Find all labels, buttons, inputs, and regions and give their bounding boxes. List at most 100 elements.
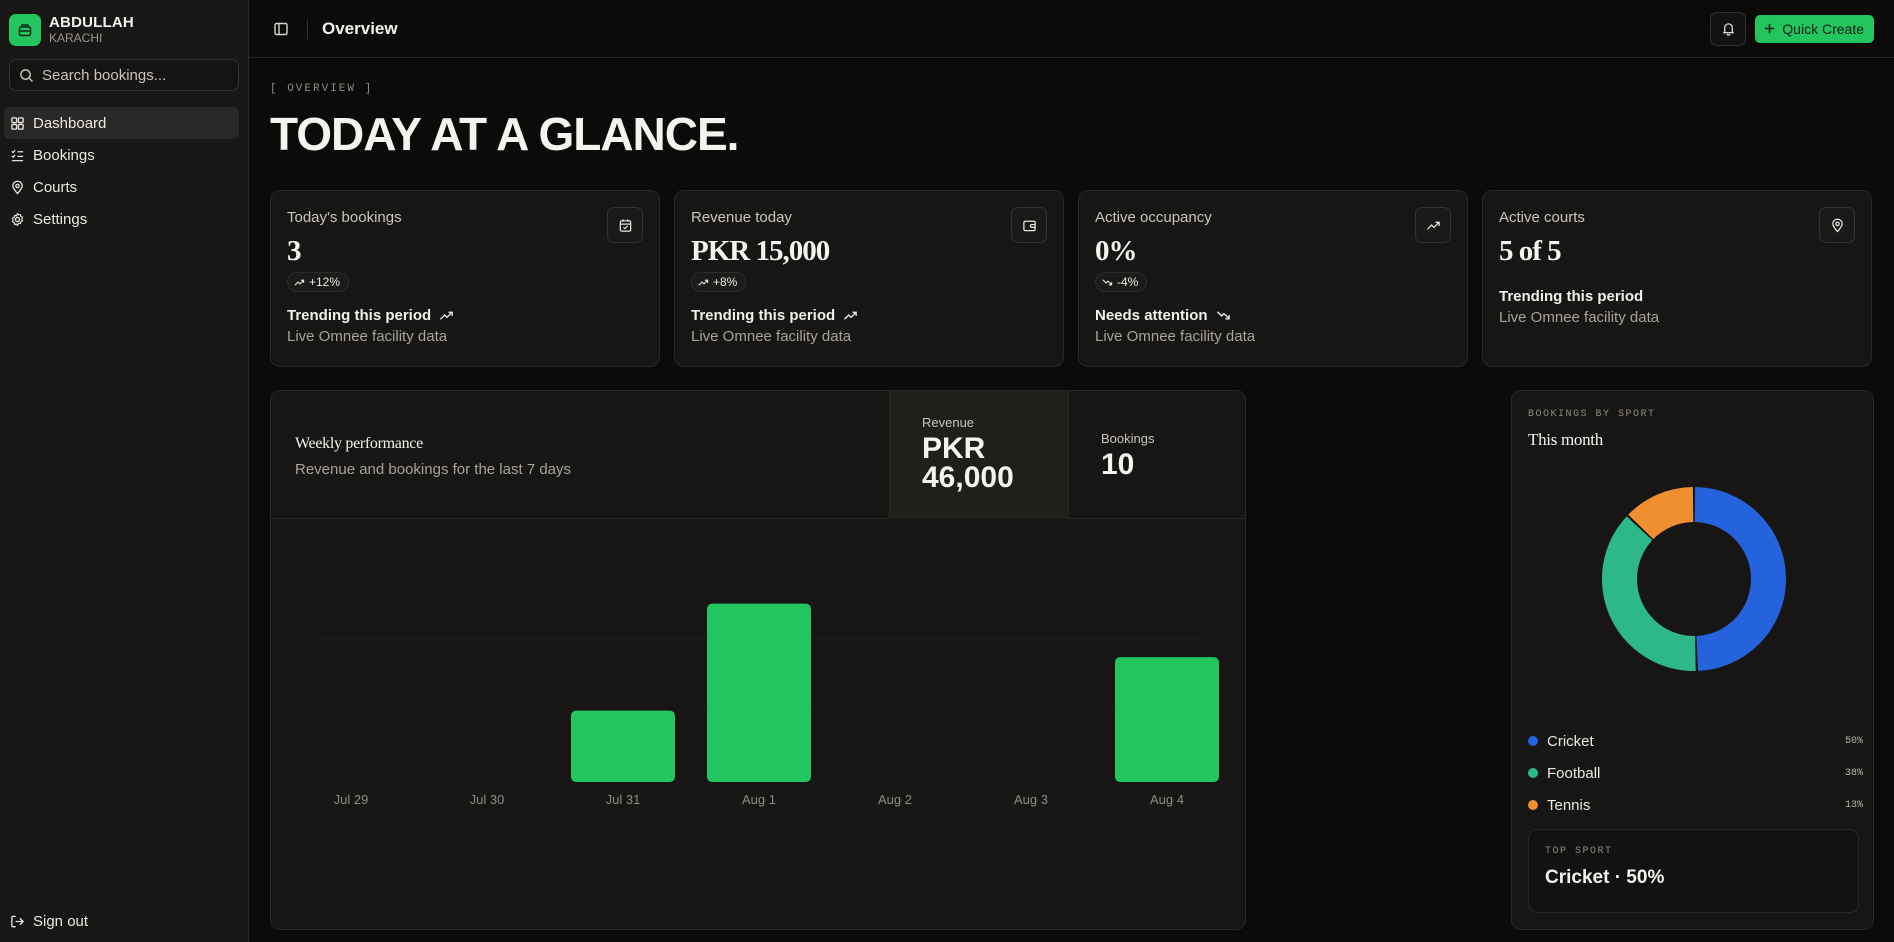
list-check-icon	[11, 149, 24, 161]
stat-value: 5 of 5	[1499, 235, 1562, 267]
topbar-divider	[307, 18, 308, 39]
x-tick-label: Aug 4	[1150, 792, 1184, 807]
legend-percent: 38%	[1844, 767, 1863, 779]
weekly-bar-chart: Jul 29 Jul 30 Jul 31 Aug 1 Aug 2 Aug 3 Aug 4	[313, 567, 1219, 807]
sidebar-item-dashboard[interactable]: Dashboard	[4, 107, 239, 139]
bookings-metric-tab[interactable]: Bookings 10	[1101, 431, 1155, 481]
stat-change-value: +12%	[309, 275, 341, 289]
quick-create-label: Quick Create	[1782, 20, 1864, 37]
stat-trend-sub: Live Omnee facility data	[691, 327, 852, 345]
legend-item-tennis: Tennis 13%	[1528, 789, 1863, 821]
sidebar-item-label: Courts	[33, 178, 78, 196]
stat-value: PKR 15,000	[691, 235, 830, 267]
stat-trend-sub: Live Omnee facility data	[1095, 327, 1256, 345]
search-input[interactable]	[42, 66, 222, 84]
bar[interactable]	[707, 603, 811, 782]
bookings-by-sport-card: BOOKINGS BY SPORT This month Cricket 50%…	[1511, 390, 1874, 930]
trend-down-icon	[1102, 278, 1113, 285]
stat-card-courts: Active courts 5 of 5 Trending this perio…	[1482, 190, 1872, 367]
legend-percent: 50%	[1844, 735, 1863, 747]
page-title: Overview	[322, 18, 398, 38]
top-sport-box: TOP SPORT Cricket · 50%	[1528, 829, 1859, 913]
stat-icon-box	[1415, 207, 1451, 243]
weekly-title: Weekly performance	[295, 435, 423, 452]
trend-up-icon	[440, 311, 453, 320]
legend-name: Football	[1547, 764, 1601, 782]
stat-label: Revenue today	[691, 209, 792, 226]
stat-change-value: -4%	[1117, 275, 1139, 289]
page-headline: TODAY AT A GLANCE.	[270, 108, 739, 160]
stat-value: 0%	[1095, 235, 1138, 267]
stat-change-badge: -4%	[1095, 272, 1148, 292]
stat-trend-sub: Live Omnee facility data	[1499, 309, 1660, 326]
stats-row: Today's bookings 3 +12% Trending this pe…	[270, 190, 1872, 367]
top-sport-label: TOP SPORT	[1545, 846, 1613, 857]
sidebar: ABDULLAH KARACHI Dashboard	[0, 0, 249, 942]
stat-trend-label: Trending this period	[287, 306, 432, 324]
legend-name: Tennis	[1547, 796, 1591, 814]
sport-donut-chart	[1602, 487, 1786, 671]
revenue-metric-amount: 46,000	[922, 461, 1014, 494]
trend-down-icon	[1216, 310, 1230, 319]
sidebar-toggle-icon	[274, 22, 288, 35]
sign-out-label: Sign out	[33, 913, 89, 930]
weekly-header: Weekly performance Revenue and bookings …	[271, 391, 1245, 519]
main-area: Overview Quick Create [ OVERVIEW ] TODAY…	[249, 0, 1894, 942]
revenue-metric-label: Revenue	[922, 415, 975, 430]
stat-change-value: +8%	[713, 275, 738, 289]
sport-eyebrow: BOOKINGS BY SPORT	[1528, 409, 1656, 420]
legend-dot	[1528, 768, 1538, 778]
gear-icon	[11, 212, 24, 226]
legend-dot	[1528, 736, 1538, 746]
donut-slice-cricket[interactable]	[1694, 487, 1786, 671]
stat-trend-label: Trending this period	[1499, 288, 1644, 305]
x-tick-label: Aug 1	[742, 792, 776, 807]
bar[interactable]	[571, 710, 675, 782]
grid-icon	[11, 116, 24, 130]
brand-logo	[9, 13, 41, 46]
stat-label: Active courts	[1499, 209, 1585, 226]
revenue-metric-tab[interactable]: Revenue PKR 46,000	[889, 391, 1069, 519]
notifications-button[interactable]	[1710, 11, 1747, 46]
stat-trend: Needs attention	[1095, 307, 1451, 324]
x-tick-label: Aug 3	[1014, 792, 1048, 807]
top-bar: Overview Quick Create	[249, 0, 1894, 58]
stat-value: 3	[287, 235, 302, 267]
stat-trend: Trending this period	[287, 307, 643, 324]
stat-trend: Trending this period	[691, 307, 1047, 324]
map-pin-icon	[1831, 218, 1843, 233]
sidebar-item-settings[interactable]: Settings	[4, 203, 239, 235]
revenue-metric-currency: PKR	[922, 432, 986, 465]
weekly-performance-card: Weekly performance Revenue and bookings …	[270, 390, 1246, 930]
stat-icon-box	[607, 207, 643, 243]
x-tick-label: Jul 30	[470, 792, 505, 807]
stat-label: Active occupancy	[1095, 209, 1212, 226]
stat-change-badge: +12%	[287, 272, 350, 292]
x-tick-label: Jul 31	[606, 792, 641, 807]
sport-period-title: This month	[1528, 430, 1603, 449]
sidebar-item-courts[interactable]: Courts	[4, 171, 239, 203]
search-icon	[20, 68, 33, 82]
brand-name: ABDULLAH	[49, 14, 134, 31]
stat-icon-box	[1011, 207, 1047, 243]
donut-slice-tennis[interactable]	[1628, 487, 1694, 540]
bookings-metric-value: 10	[1101, 448, 1135, 481]
search-box[interactable]	[9, 59, 239, 91]
stat-trend-sub: Live Omnee facility data	[287, 327, 448, 345]
stat-trend-label: Trending this period	[691, 306, 836, 324]
quick-create-button[interactable]: Quick Create	[1755, 14, 1874, 43]
trend-up-icon	[294, 279, 305, 286]
sport-legend: Cricket 50% Football 38% Tennis 13%	[1528, 725, 1863, 821]
trend-up-icon	[844, 311, 857, 320]
sidebar-toggle-button[interactable]	[269, 17, 293, 41]
weekly-subtitle: Revenue and bookings for the last 7 days	[295, 461, 572, 478]
bar[interactable]	[1115, 657, 1219, 782]
wallet-icon	[1022, 220, 1036, 231]
sidebar-item-label: Bookings	[33, 146, 95, 164]
brand[interactable]: ABDULLAH KARACHI	[0, 0, 248, 50]
sign-out-button[interactable]: Sign out	[10, 913, 88, 930]
stat-label: Today's bookings	[287, 209, 402, 226]
sidebar-item-bookings[interactable]: Bookings	[4, 139, 239, 171]
bookings-metric-label: Bookings	[1101, 431, 1155, 446]
donut-slice-football[interactable]	[1602, 516, 1696, 671]
